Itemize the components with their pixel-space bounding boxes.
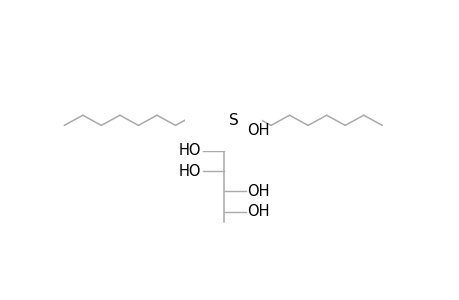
Text: S: S (207, 113, 217, 128)
Text: OH: OH (246, 184, 269, 199)
Text: HO: HO (179, 143, 201, 158)
Text: HO: HO (179, 164, 201, 178)
Text: S: S (229, 113, 238, 128)
Text: OH: OH (246, 204, 269, 219)
Text: OH: OH (246, 123, 269, 138)
